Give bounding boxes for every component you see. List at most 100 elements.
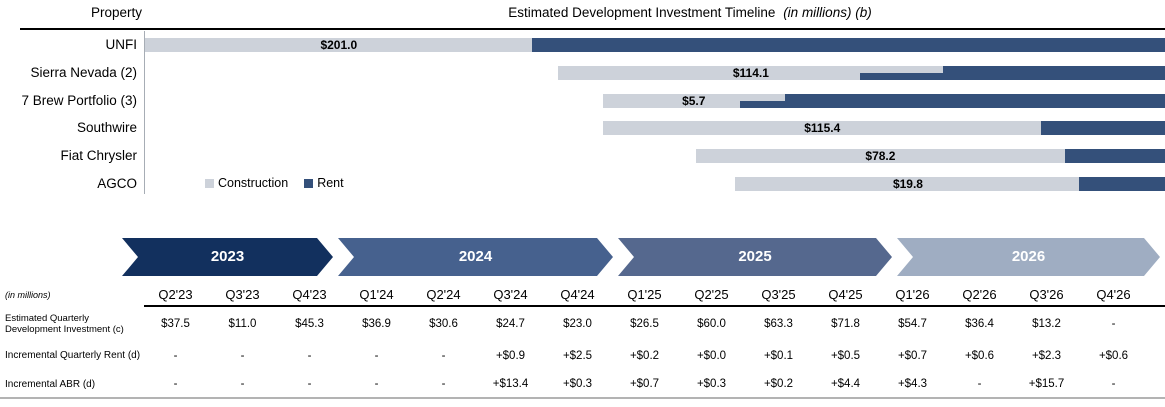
table-cell: - — [173, 349, 178, 362]
table-cell: +$13.4 — [492, 378, 529, 390]
table-cell: $45.3 — [295, 318, 324, 330]
table-cell: $54.7 — [898, 318, 927, 330]
table-cell: +$0.3 — [562, 378, 593, 390]
table-cell: +$0.1 — [763, 349, 794, 362]
construction-bar — [602, 121, 1041, 135]
table-cell: - — [307, 378, 312, 390]
table-cell: +$4.4 — [830, 378, 861, 390]
quarter-header: Q3'23 — [225, 287, 260, 302]
property-label: Southwire — [76, 120, 137, 135]
table-cell: $24.7 — [496, 318, 525, 330]
year-arrow-2024: 2024 — [338, 238, 613, 276]
quarter-header: Q3'26 — [1029, 287, 1064, 302]
table-cell: - — [1111, 318, 1116, 330]
rent-thin-bar — [739, 101, 785, 108]
bar-value-label: $115.4 — [804, 121, 841, 135]
year-arrow-2023: 2023 — [122, 238, 333, 276]
quarter-header: Q3'24 — [493, 287, 528, 302]
quarter-header: Q2'24 — [426, 287, 461, 302]
table-cell: $26.5 — [630, 318, 659, 330]
table-cell: - — [307, 349, 312, 362]
table-cell: - — [374, 378, 379, 390]
table-row-label: Estimated Quarterly Development Investme… — [5, 313, 124, 335]
bar-value-label: $201.0 — [320, 38, 358, 52]
quarter-header: Q4'23 — [292, 287, 327, 302]
legend-rent-label: Rent — [317, 176, 344, 190]
chart-title-note: (in millions) (b) — [783, 5, 872, 20]
table-cell: +$0.0 — [696, 349, 727, 362]
quarter-header: Q4'26 — [1096, 287, 1131, 302]
table-cell: $63.3 — [764, 318, 793, 330]
year-arrow-2025: 2025 — [618, 238, 892, 276]
table-cell: $60.0 — [697, 318, 726, 330]
property-column-header: Property — [90, 5, 142, 20]
legend-construction-label: Construction — [218, 176, 289, 190]
table-cell: - — [441, 349, 446, 362]
table-cell: $23.0 — [563, 318, 592, 330]
table-cell: - — [374, 349, 379, 362]
quarter-header: Q1'25 — [627, 287, 662, 302]
construction-swatch-icon — [205, 178, 214, 188]
rent-bar — [1079, 177, 1165, 191]
table-cell: +$0.2 — [629, 349, 660, 362]
quarter-header: Q2'26 — [962, 287, 997, 302]
bar-value-label: $114.1 — [732, 66, 769, 80]
rent-bar — [942, 66, 1165, 80]
table-cell: +$2.5 — [562, 349, 593, 362]
table-cell: - — [240, 378, 245, 390]
quarter-header: Q1'24 — [359, 287, 394, 302]
gantt-legend: Construction Rent — [205, 176, 344, 190]
quarter-header: Q2'25 — [694, 287, 729, 302]
legend-item-construction: Construction — [205, 176, 288, 190]
table-cell: +$0.6 — [1098, 349, 1129, 362]
year-timeline-arrows: 2023 2024 2025 2026 — [0, 238, 1165, 276]
bar-value-label: $78.2 — [865, 149, 896, 163]
rent-bar — [1065, 149, 1165, 163]
table-header-underline — [144, 305, 1165, 307]
table-cell: $37.5 — [161, 318, 190, 330]
table-cell: +$0.7 — [629, 378, 660, 390]
gantt-plot-area: $201.0 $114.1 $5.7 $115.4 $78.2 $19.8 — [145, 0, 1165, 407]
rent-swatch-icon — [304, 178, 314, 188]
table-cell: +$0.9 — [495, 349, 526, 362]
property-label: Sierra Nevada (2) — [30, 65, 137, 80]
table-cell: - — [1111, 378, 1116, 390]
table-cell: $71.8 — [831, 318, 860, 330]
rent-bar — [1040, 121, 1165, 135]
quarter-header: Q2'23 — [158, 287, 193, 302]
table-cell: +$2.3 — [1031, 349, 1062, 362]
rent-bar — [784, 94, 1165, 108]
quarter-header: Q4'25 — [828, 287, 863, 302]
chart-title: Estimated Development Investment Timelin… — [215, 5, 1165, 20]
bar-value-label: $5.7 — [682, 94, 706, 108]
construction-bar — [734, 177, 1080, 191]
property-label: AGCO — [97, 176, 137, 191]
construction-bar — [695, 149, 1066, 163]
chart-title-main: Estimated Development Investment Timelin… — [508, 5, 776, 20]
table-cell: - — [977, 378, 982, 390]
table-cell: +$0.3 — [696, 378, 727, 390]
construction-bar — [602, 94, 785, 108]
table-cell: $36.9 — [362, 318, 391, 330]
construction-bar — [145, 38, 532, 52]
table-cell: $30.6 — [429, 318, 458, 330]
table-units-note: (in millions) — [5, 289, 51, 300]
table-cell: +$15.7 — [1028, 378, 1065, 390]
table-cell: +$0.5 — [830, 349, 861, 362]
rent-bar — [531, 38, 1165, 52]
table-cell: - — [441, 378, 446, 390]
table-cell: $13.2 — [1032, 318, 1061, 330]
property-column-divider — [144, 31, 145, 194]
table-cell: +$0.7 — [897, 349, 928, 362]
bar-value-label: $19.8 — [892, 177, 923, 191]
quarter-header: Q4'24 — [560, 287, 595, 302]
property-label: 7 Brew Portfolio (3) — [21, 93, 137, 108]
bottom-border-line — [0, 397, 1165, 399]
rent-thin-bar — [860, 73, 943, 80]
header-divider-line — [20, 28, 1165, 30]
table-cell: +$4.3 — [897, 378, 928, 390]
table-cell: +$0.6 — [964, 349, 995, 362]
property-label: Fiat Chrysler — [60, 148, 137, 163]
